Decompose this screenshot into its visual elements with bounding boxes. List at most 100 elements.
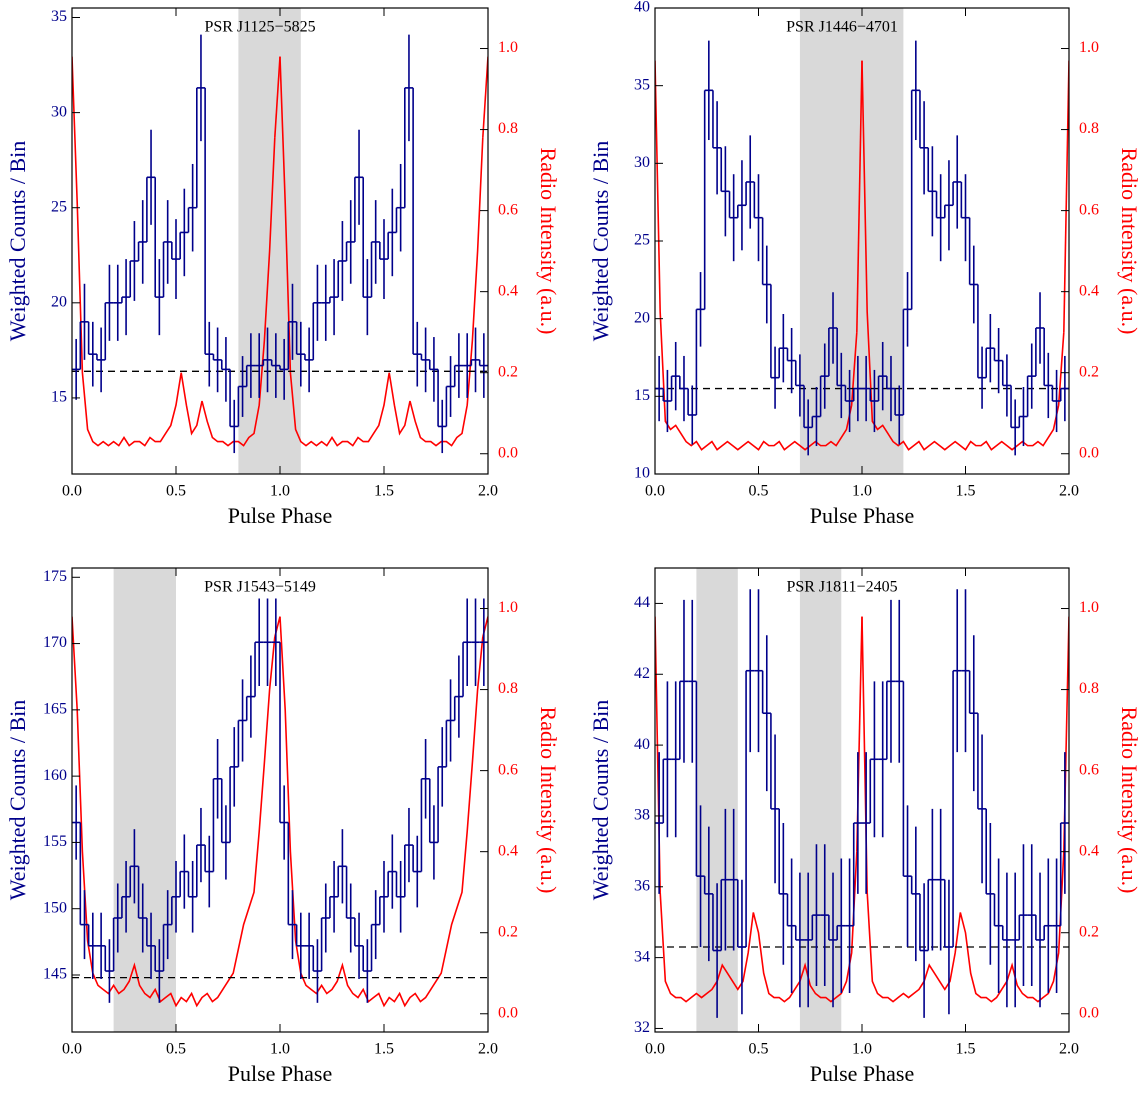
y-tick-label: 44	[634, 594, 650, 611]
y2-tick-label: 0.8	[1079, 120, 1099, 137]
y-tick-label: 10	[634, 465, 650, 482]
x-tick-label: 1.0	[270, 483, 290, 500]
y2-tick-label: 0.2	[1079, 363, 1099, 380]
radio-joint	[1063, 60, 1069, 333]
x-tick-label: 0.5	[749, 1041, 769, 1058]
panel: PSR J1446−4701 0.0 0.5 1.0 1.5 2.0 10 15 20 25 30 3…	[588, 0, 1142, 528]
radio-profile	[72, 56, 276, 447]
panel: PSR J1125−5825 0.0 0.5 1.0 1.5 2.0 15 20 25 30 35 0…	[5, 7, 561, 528]
radio-profile	[861, 616, 1065, 1003]
y2-tick-label: 1.0	[498, 599, 518, 616]
y2-tick-label: 0.0	[498, 1004, 518, 1021]
y2-tick-label: 0.4	[1079, 282, 1099, 299]
y-tick-label: 155	[43, 833, 67, 850]
y2-tick-label: 0.2	[498, 923, 518, 940]
panel: PSR J1811−2405 0.0 0.5 1.0 1.5 2.0 32 34 36 38 40 4…	[588, 567, 1142, 1086]
y-tick-label: 35	[51, 8, 67, 25]
plot-area	[72, 8, 488, 474]
x-axis-label: Pulse Phase	[810, 1061, 915, 1086]
y-tick-label: 38	[634, 807, 650, 824]
x-tick-label: 1.5	[956, 1041, 976, 1058]
plot-area	[72, 568, 488, 1032]
x-tick-label: 0.0	[645, 483, 665, 500]
radio-profile	[72, 616, 276, 1008]
x-axis-label: Pulse Phase	[228, 503, 333, 528]
shaded-region	[113, 568, 176, 1032]
y2-tick-label: 0.8	[498, 120, 518, 137]
x-tick-label: 0.0	[62, 1041, 82, 1058]
radio-profile	[861, 60, 1065, 451]
x-tick-label: 1.5	[374, 483, 394, 500]
panel-title: PSR J1811−2405	[786, 579, 897, 596]
radio-joint	[482, 56, 488, 138]
x-tick-label: 0.0	[62, 483, 82, 500]
x-tick-label: 1.0	[270, 1041, 290, 1058]
y-tick-label: 20	[51, 293, 67, 310]
x-tick-label: 2.0	[1059, 1041, 1079, 1058]
y2-axis-label: Radio Intensity (a.u.)	[1117, 707, 1142, 894]
x-tick-label: 2.0	[478, 483, 498, 500]
y-tick-label: 34	[634, 948, 650, 965]
y-tick-label: 175	[43, 568, 67, 585]
y-axis-label: Weighted Counts / Bin	[5, 141, 30, 342]
y-tick-label: 145	[43, 966, 67, 983]
plot-area	[655, 568, 1069, 1032]
y2-tick-label: 0.8	[1079, 680, 1099, 697]
x-axis-label: Pulse Phase	[228, 1061, 333, 1086]
y2-axis-label: Radio Intensity (a.u.)	[536, 707, 561, 894]
x-tick-label: 0.5	[749, 483, 769, 500]
x-tick-label: 1.5	[374, 1041, 394, 1058]
y2-tick-label: 0.6	[498, 761, 518, 778]
y-tick-label: 35	[634, 76, 650, 93]
y-tick-label: 160	[43, 767, 67, 784]
x-tick-label: 1.0	[852, 1041, 872, 1058]
y2-tick-label: 0.0	[1079, 1004, 1099, 1021]
y2-tick-label: 0.4	[498, 842, 518, 859]
y2-tick-label: 0.4	[498, 282, 518, 299]
panel-title: PSR J1446−4701	[786, 19, 898, 36]
y-tick-label: 40	[634, 736, 650, 753]
y-tick-label: 30	[634, 154, 650, 171]
radio-profile	[279, 616, 484, 1008]
radio-joint	[274, 56, 281, 138]
y2-tick-label: 0.6	[1079, 201, 1099, 218]
y-axis-label: Weighted Counts / Bin	[5, 700, 30, 901]
y2-tick-label: 0.4	[1079, 842, 1099, 859]
y2-tick-label: 0.2	[1079, 923, 1099, 940]
y2-tick-label: 0.2	[498, 363, 518, 380]
y-tick-label: 15	[634, 387, 650, 404]
shaded-region	[799, 568, 842, 1032]
x-tick-label: 2.0	[1059, 483, 1079, 500]
y-tick-label: 32	[634, 1019, 650, 1036]
y2-tick-label: 1.0	[1079, 599, 1099, 616]
x-tick-label: 0.5	[166, 483, 186, 500]
y-tick-label: 15	[51, 389, 67, 406]
y-tick-label: 25	[634, 232, 650, 249]
x-tick-label: 1.0	[852, 483, 872, 500]
radio-profile	[655, 60, 858, 451]
y2-tick-label: 0.0	[1079, 444, 1099, 461]
y2-tick-label: 0.6	[1079, 761, 1099, 778]
y2-tick-label: 0.8	[498, 680, 518, 697]
y-tick-label: 30	[51, 103, 67, 120]
y2-tick-label: 1.0	[498, 39, 518, 56]
radio-joint	[856, 60, 863, 333]
y2-tick-label: 0.0	[498, 444, 518, 461]
y2-tick-label: 1.0	[1079, 39, 1099, 56]
x-tick-label: 2.0	[478, 1041, 498, 1058]
y2-axis-label: Radio Intensity (a.u.)	[1117, 148, 1142, 335]
radio-profile	[655, 616, 858, 1003]
y2-axis-label: Radio Intensity (a.u.)	[536, 148, 561, 335]
x-tick-label: 1.5	[956, 483, 976, 500]
y2-tick-label: 0.6	[498, 201, 518, 218]
y-tick-label: 40	[634, 0, 650, 16]
y-tick-label: 170	[43, 634, 67, 651]
x-axis-label: Pulse Phase	[810, 503, 915, 528]
x-tick-label: 0.0	[645, 1041, 665, 1058]
y-tick-label: 25	[51, 198, 67, 215]
radio-profile	[279, 56, 484, 447]
y-tick-label: 36	[634, 877, 650, 894]
y-tick-label: 150	[43, 899, 67, 916]
panel: PSR J1543−5149 0.0 0.5 1.0 1.5 2.0 145 150 155 16…	[5, 567, 561, 1086]
